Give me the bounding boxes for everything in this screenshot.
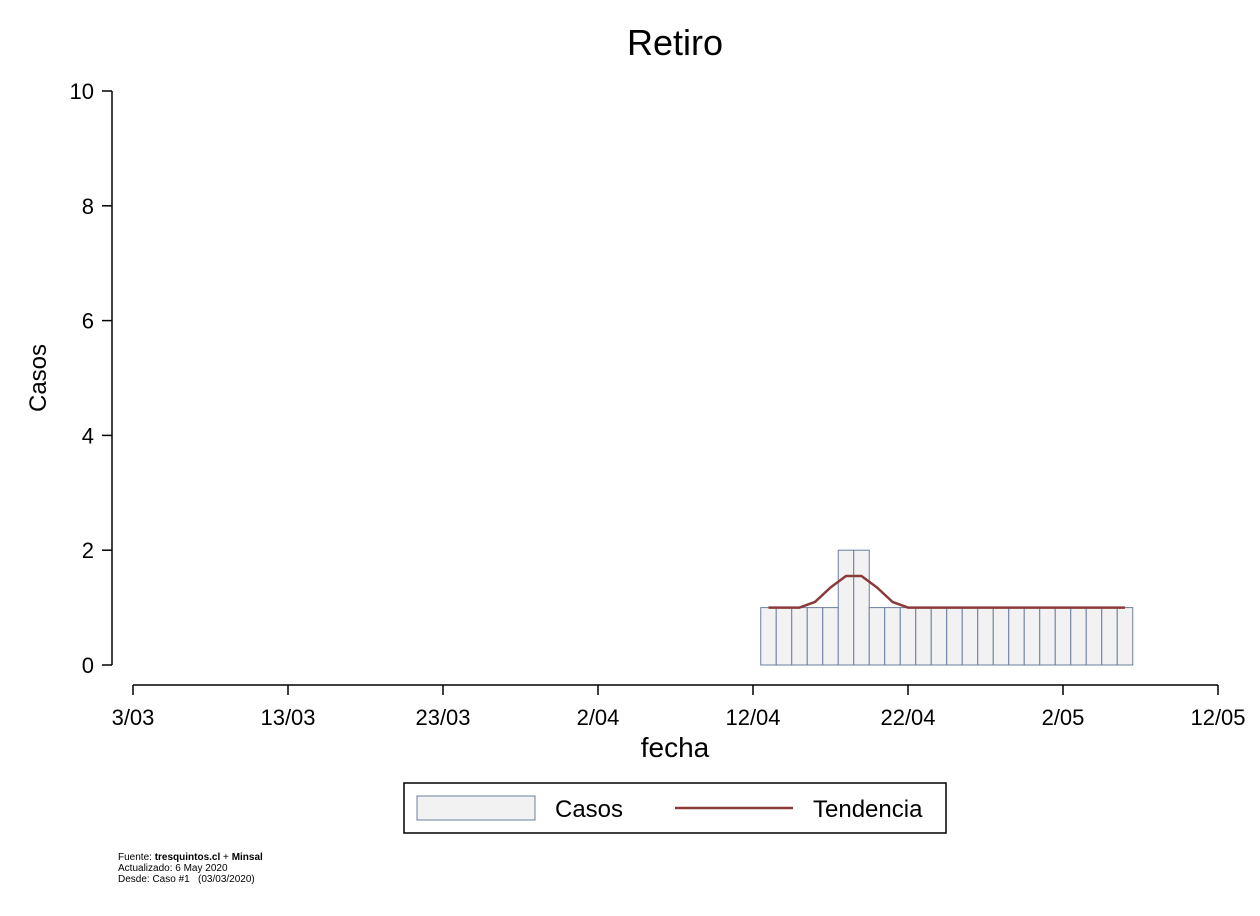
bar: [853, 549, 870, 666]
y-tick-label: 10: [70, 79, 94, 104]
trend-line: [768, 574, 1125, 609]
x-tick-label: 22/04: [880, 705, 935, 730]
footer-source-org: Minsal: [231, 852, 263, 863]
bar: [806, 607, 824, 666]
x-tick-label: 23/03: [415, 705, 470, 730]
casos-chart: Retiro 0 2 4 6 8 10 Casos 3/03 13/03 23/03 2/04 1…: [25, 22, 1246, 834]
bar: [775, 607, 793, 666]
x-tick-label: 13/03: [260, 705, 315, 730]
footer-updated: Actualizado: 6 May 2020: [118, 863, 228, 874]
bar: [822, 607, 839, 666]
bar: [930, 607, 948, 666]
bar: [1070, 607, 1087, 666]
x-tick-label: 2/05: [1042, 705, 1085, 730]
bar: [946, 607, 963, 666]
y-tick-label: 0: [82, 653, 94, 678]
y-axis-label: Casos: [25, 344, 52, 412]
bar: [791, 607, 808, 666]
bar: [899, 607, 917, 666]
footer-since: Desde: Caso #1 (03/03/2020): [118, 874, 255, 885]
y-axis: 0 2 4 6 8 10: [70, 79, 113, 678]
bar: [1023, 607, 1041, 666]
y-tick-label: 2: [82, 538, 94, 563]
bar: [992, 607, 1010, 666]
bar: [1054, 607, 1072, 666]
x-tick-label: 3/03: [112, 705, 155, 730]
y-tick-label: 4: [82, 423, 94, 448]
footer-source: Fuente: tresquintos.cl + Minsal: [118, 852, 263, 863]
bar: [1116, 607, 1134, 666]
x-axis: 3/03 13/03 23/03 2/04 12/04 22/04 2/05 12/05: [112, 684, 1246, 730]
y-tick-label: 8: [82, 194, 94, 219]
chart-title: Retiro: [627, 22, 723, 63]
bar: [1008, 607, 1025, 666]
footer-source-site: tresquintos.cl: [154, 852, 221, 863]
bar: [868, 607, 886, 666]
bar: [961, 607, 979, 666]
y-tick-label: 6: [82, 309, 94, 334]
bar: [977, 607, 994, 666]
bar: [760, 607, 777, 666]
bar: [837, 549, 855, 666]
x-tick-label: 12/05: [1190, 705, 1245, 730]
legend-label-casos: Casos: [555, 796, 623, 823]
source-footer: Fuente: tresquintos.cl + Minsal Actualiz…: [118, 852, 263, 885]
bar-series: [760, 549, 1134, 666]
x-tick-label: 12/04: [725, 705, 780, 730]
legend: Casos Tendencia: [403, 782, 947, 834]
bar: [884, 607, 901, 666]
bar: [915, 607, 932, 666]
legend-label-tendencia: Tendencia: [813, 796, 923, 823]
x-tick-label: 2/04: [577, 705, 620, 730]
bar: [1101, 607, 1118, 666]
legend-swatch-casos: [416, 795, 536, 821]
x-axis-label: fecha: [641, 732, 710, 763]
trend-series: [768, 574, 1125, 609]
bar: [1039, 607, 1056, 666]
bar: [1085, 607, 1103, 666]
